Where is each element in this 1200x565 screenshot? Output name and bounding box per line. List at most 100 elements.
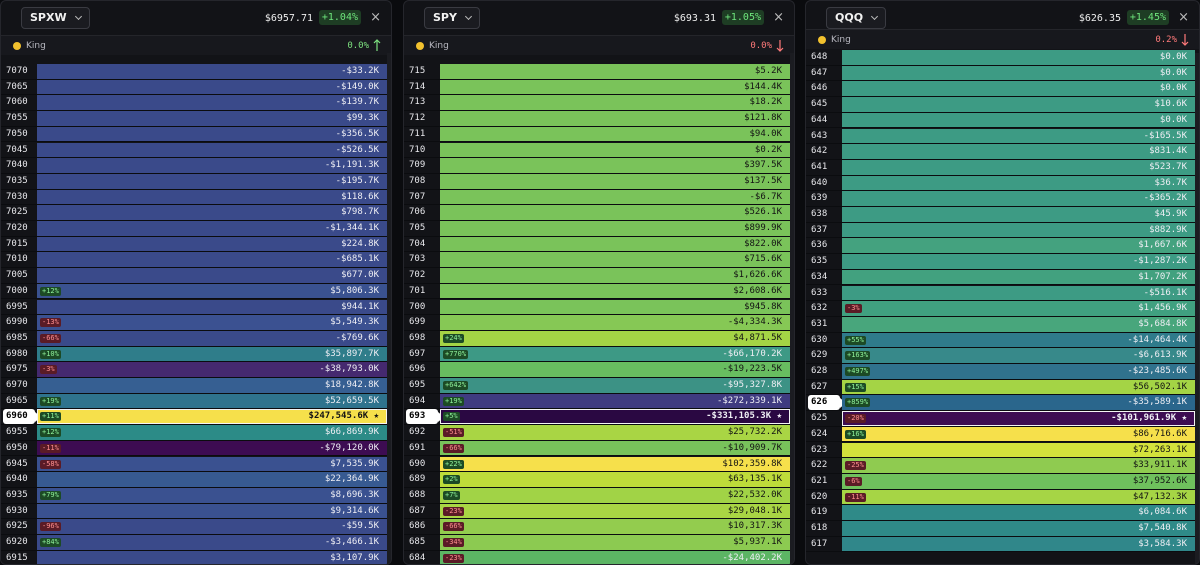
strike-row[interactable]: 7060 -$139.7K [1, 95, 387, 112]
strike-row[interactable]: 6980 +10% $35,897.7K [1, 346, 387, 363]
strike-row[interactable]: 693 +5% -$331,105.3K [404, 409, 790, 426]
strike-row[interactable]: 687 -23% $29,048.1K [404, 503, 790, 520]
strike-row[interactable]: 621 -6% $37,952.6K [806, 473, 1195, 490]
strike-row[interactable]: 6925 -96% -$59.5K [1, 519, 387, 535]
strike-row[interactable]: 638 $45.9K [806, 207, 1195, 223]
strike-row[interactable]: 641 $523.7K [806, 159, 1195, 176]
strike-row[interactable]: 701 $2,608.6K [404, 283, 790, 300]
strike-row[interactable]: 696 -$19,223.5K [404, 362, 790, 378]
strike-row[interactable]: 6935 +79% $8,696.3K [1, 487, 387, 504]
strike-row[interactable]: 623 $72,263.1K [806, 442, 1195, 459]
strike-row[interactable]: 618 $7,540.8K [806, 521, 1195, 537]
strike-row[interactable]: 640 $36.7K [806, 175, 1195, 192]
strike-row[interactable]: 639 -$365.2K [806, 191, 1195, 207]
strike-row[interactable]: 7030 $118.6K [1, 189, 387, 206]
strike-row[interactable]: 688 +7% $22,532.0K [404, 487, 790, 504]
strike-row[interactable]: 709 $397.5K [404, 158, 790, 174]
strike-row[interactable]: 6970 $18,942.8K [1, 378, 387, 394]
strike-row[interactable]: 684 -23% -$24,402.2K [404, 550, 790, 564]
strike-row[interactable]: 626 +859% -$35,589.1K [806, 395, 1195, 412]
strike-row[interactable]: 617 $3,584.3K [806, 536, 1195, 553]
strike-row[interactable]: 629 +163% -$6,613.9K [806, 348, 1195, 364]
strike-row[interactable]: 706 $526.1K [404, 205, 790, 221]
strike-row[interactable]: 700 $945.8K [404, 299, 790, 316]
strike-row[interactable]: 7065 -$149.0K [1, 79, 387, 96]
strike-row[interactable]: 689 +2% $63,135.1K [404, 472, 790, 488]
strike-row[interactable]: 7070 -$33.2K [1, 64, 387, 80]
strike-row[interactable]: 644 $0.0K [806, 112, 1195, 129]
strike-row[interactable]: 6915 $3,107.9K [1, 550, 387, 564]
strike-row[interactable]: 686 -66% $10,317.3K [404, 519, 790, 535]
strike-row[interactable]: 6965 +19% $52,659.5K [1, 393, 387, 410]
strike-row[interactable]: 691 -66% -$10,909.7K [404, 440, 790, 457]
close-button[interactable]: × [370, 10, 381, 25]
strike-row[interactable]: 6975 -3% -$38,793.0K [1, 362, 387, 378]
strike-row[interactable]: 637 $882.9K [806, 222, 1195, 239]
strike-row[interactable]: 702 $1,626.6K [404, 268, 790, 284]
strike-row[interactable]: 697 +770% -$66,170.2K [404, 346, 790, 363]
strike-row[interactable]: 690 +22% $102,359.8K [404, 456, 790, 473]
strike-row[interactable]: 6955 +12% $66,869.9K [1, 425, 387, 441]
strike-row[interactable]: 7050 -$356.5K [1, 126, 387, 143]
strike-row[interactable]: 6985 -66% -$769.6K [1, 330, 387, 347]
strike-row[interactable]: 6945 -58% $7,535.9K [1, 456, 387, 473]
strike-row[interactable]: 6930 $9,314.6K [1, 503, 387, 520]
strike-row[interactable]: 646 $0.0K [806, 81, 1195, 98]
strike-row[interactable]: 628 +497% -$23,485.6K [806, 364, 1195, 380]
strike-row[interactable]: 695 +642% -$95,327.8K [404, 378, 790, 394]
strike-row[interactable]: 7045 -$526.5K [1, 142, 387, 159]
strike-row[interactable]: 715 $5.2K [404, 64, 790, 80]
strike-row[interactable]: 698 +24% $4,871.5K [404, 330, 790, 347]
strike-row[interactable]: 708 $137.5K [404, 173, 790, 190]
strike-row[interactable]: 707 -$6.7K [404, 189, 790, 206]
ticker-dropdown[interactable]: SPXW [21, 7, 90, 29]
strike-row[interactable]: 642 $831.4K [806, 144, 1195, 160]
strike-row[interactable]: 627 +15% $56,502.1K [806, 379, 1195, 396]
strike-row[interactable]: 7005 $677.0K [1, 268, 387, 284]
strike-row[interactable]: 6950 -11% -$79,120.0K [1, 440, 387, 457]
strike-row[interactable]: 7020 -$1,344.1K [1, 221, 387, 237]
ticker-dropdown[interactable]: QQQ [826, 7, 887, 29]
strike-row[interactable]: 703 $715.6K [404, 252, 790, 269]
strike-row[interactable]: 7010 -$685.1K [1, 252, 387, 269]
strike-row[interactable]: 6995 $944.1K [1, 299, 387, 316]
strike-row[interactable]: 704 $822.0K [404, 236, 790, 253]
strike-row[interactable]: 648 $0.0K [806, 50, 1195, 66]
strike-row[interactable]: 635 -$1,287.2K [806, 254, 1195, 270]
strike-row[interactable]: 622 -25% $33,911.1K [806, 458, 1195, 474]
strike-row[interactable]: 620 -11% $47,132.3K [806, 489, 1195, 506]
strike-row[interactable]: 643 -$165.5K [806, 128, 1195, 145]
strike-row[interactable]: 699 -$4,334.3K [404, 315, 790, 331]
strike-row[interactable]: 6940 $22,364.9K [1, 472, 387, 488]
strike-row[interactable]: 685 -34% $5,937.1K [404, 535, 790, 551]
strike-row[interactable]: 634 $1,707.2K [806, 269, 1195, 286]
strike-row[interactable]: 6960 +11% $247,545.6K [1, 409, 387, 426]
strike-row[interactable]: 713 $18.2K [404, 95, 790, 112]
strike-row[interactable]: 7000 +12% $5,806.3K [1, 283, 387, 300]
strike-row[interactable]: 619 $6,084.6K [806, 505, 1195, 521]
strike-row[interactable]: 645 $10.6K [806, 97, 1195, 113]
strike-row[interactable]: 632 -3% $1,456.9K [806, 301, 1195, 317]
strike-row[interactable]: 692 -51% $25,732.2K [404, 425, 790, 441]
strike-row[interactable]: 7040 -$1,191.3K [1, 158, 387, 174]
strike-row[interactable]: 705 $899.9K [404, 221, 790, 237]
ticker-dropdown[interactable]: SPY [424, 7, 480, 29]
strike-row[interactable]: 625 -20% -$101,961.9K [806, 411, 1195, 427]
close-button[interactable]: × [773, 10, 784, 25]
strike-row[interactable]: 633 -$516.1K [806, 285, 1195, 302]
strike-row[interactable]: 624 +16% $86,716.6K [806, 426, 1195, 443]
strike-row[interactable]: 636 $1,667.6K [806, 238, 1195, 255]
strike-row[interactable]: 694 +19% -$272,339.1K [404, 393, 790, 410]
strike-row[interactable]: 6990 -13% $5,549.3K [1, 315, 387, 331]
strike-row[interactable]: 630 +55% -$14,464.4K [806, 332, 1195, 349]
strike-row[interactable]: 647 $0.0K [806, 65, 1195, 82]
strike-row[interactable]: 714 $144.4K [404, 79, 790, 96]
strike-row[interactable]: 631 $5,684.8K [806, 316, 1195, 333]
strike-row[interactable]: 7015 $224.8K [1, 236, 387, 253]
close-button[interactable]: × [1178, 10, 1189, 25]
strike-row[interactable]: 711 $94.0K [404, 126, 790, 143]
strike-row[interactable]: 7025 $798.7K [1, 205, 387, 221]
strike-row[interactable]: 710 $0.2K [404, 142, 790, 159]
strike-row[interactable]: 6920 +84% -$3,466.1K [1, 535, 387, 551]
strike-row[interactable]: 7035 -$195.7K [1, 173, 387, 190]
